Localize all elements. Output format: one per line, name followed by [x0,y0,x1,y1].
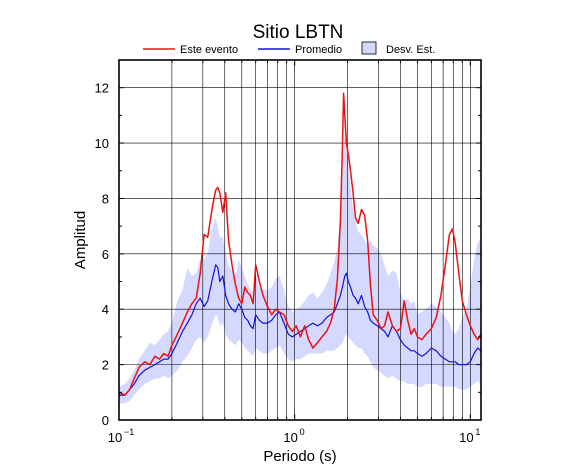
legend-label-desv-est: Desv. Est. [386,44,435,56]
series-line-promedio [119,264,481,396]
chart-title: Sitio LBTN [253,22,344,43]
x-tick-label-exponent: 0 [300,427,305,437]
series-line-este-evento [119,92,481,396]
legend-swatch-desv-est [361,41,377,55]
std-band [119,132,481,404]
y-tick-label: 6 [102,247,109,262]
y-tick-label: 10 [95,136,109,151]
x-axis-label: Periodo (s) [263,448,336,465]
y-tick-label: 0 [102,413,109,428]
x-tick-label-exponent: 1 [475,427,480,437]
y-tick-label: 8 [102,191,109,206]
x-tick-label: 10 1 [459,427,480,445]
legend: Este evento Promedio Desv. Est. [143,41,435,56]
series-layer [119,92,481,396]
y-tick-label: 12 [95,81,109,96]
y-tick-label: 2 [102,358,109,373]
x-tick-label-base: 10 [459,430,473,445]
legend-label-este-evento: Este evento [180,44,238,56]
grid-layer [119,60,481,420]
x-tick-label: 10 0 [283,427,304,445]
x-tick-label-base: 10 [108,430,122,445]
std-band-layer [119,132,481,404]
x-tick-label-base: 10 [283,430,297,445]
plot-frame [118,59,482,421]
legend-label-promedio: Promedio [295,44,342,56]
x-tick-label: 10 −1 [108,427,135,445]
x-tick-label-exponent: −1 [124,427,134,437]
y-axis-label: Amplitud [72,211,89,269]
y-tick-label: 4 [102,302,109,317]
